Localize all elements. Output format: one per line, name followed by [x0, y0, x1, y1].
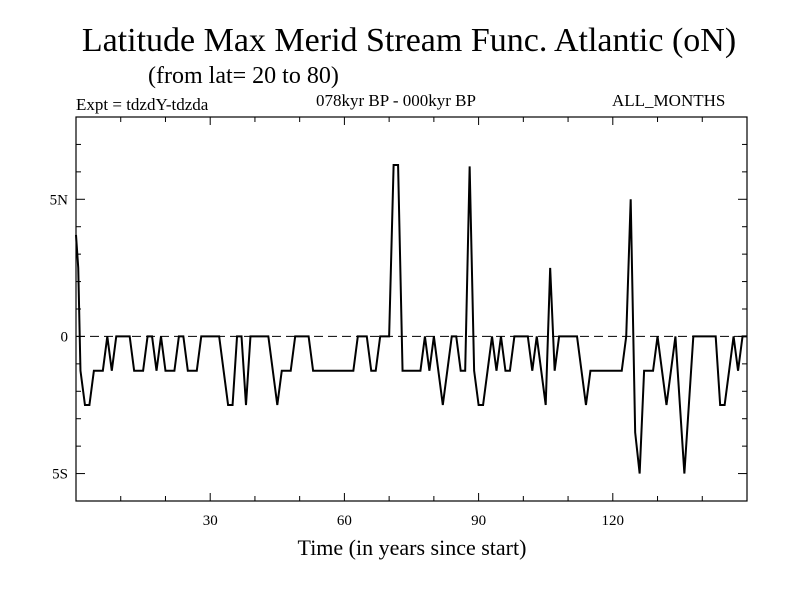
x-tick-label: 120	[602, 513, 625, 529]
chart-subtitle: (from lat= 20 to 80)	[148, 63, 339, 89]
x-axis-label: Time (in years since start)	[297, 535, 527, 560]
x-tick-label: 90	[471, 513, 486, 529]
chart-title: Latitude Max Merid Stream Func. Atlantic…	[81, 22, 737, 59]
period-label: 078kyr BP - 000kyr BP	[316, 91, 476, 110]
x-tick-label: 60	[337, 513, 352, 529]
x-tick-label: 30	[203, 513, 218, 529]
y-tick-label: 5N	[50, 192, 69, 208]
y-tick-label: 0	[61, 329, 69, 345]
months-label: ALL_MONTHS	[612, 91, 726, 110]
series-line	[75, 164, 747, 474]
y-tick-label: 5S	[52, 467, 68, 483]
series-layer	[75, 164, 747, 474]
experiment-label: Expt = tdzdY-tdzda	[76, 95, 209, 114]
tick-labels: 30 60 90 120 5N 0 5S	[50, 192, 624, 529]
tick-marks	[76, 117, 747, 501]
plot-frame	[75, 116, 748, 502]
